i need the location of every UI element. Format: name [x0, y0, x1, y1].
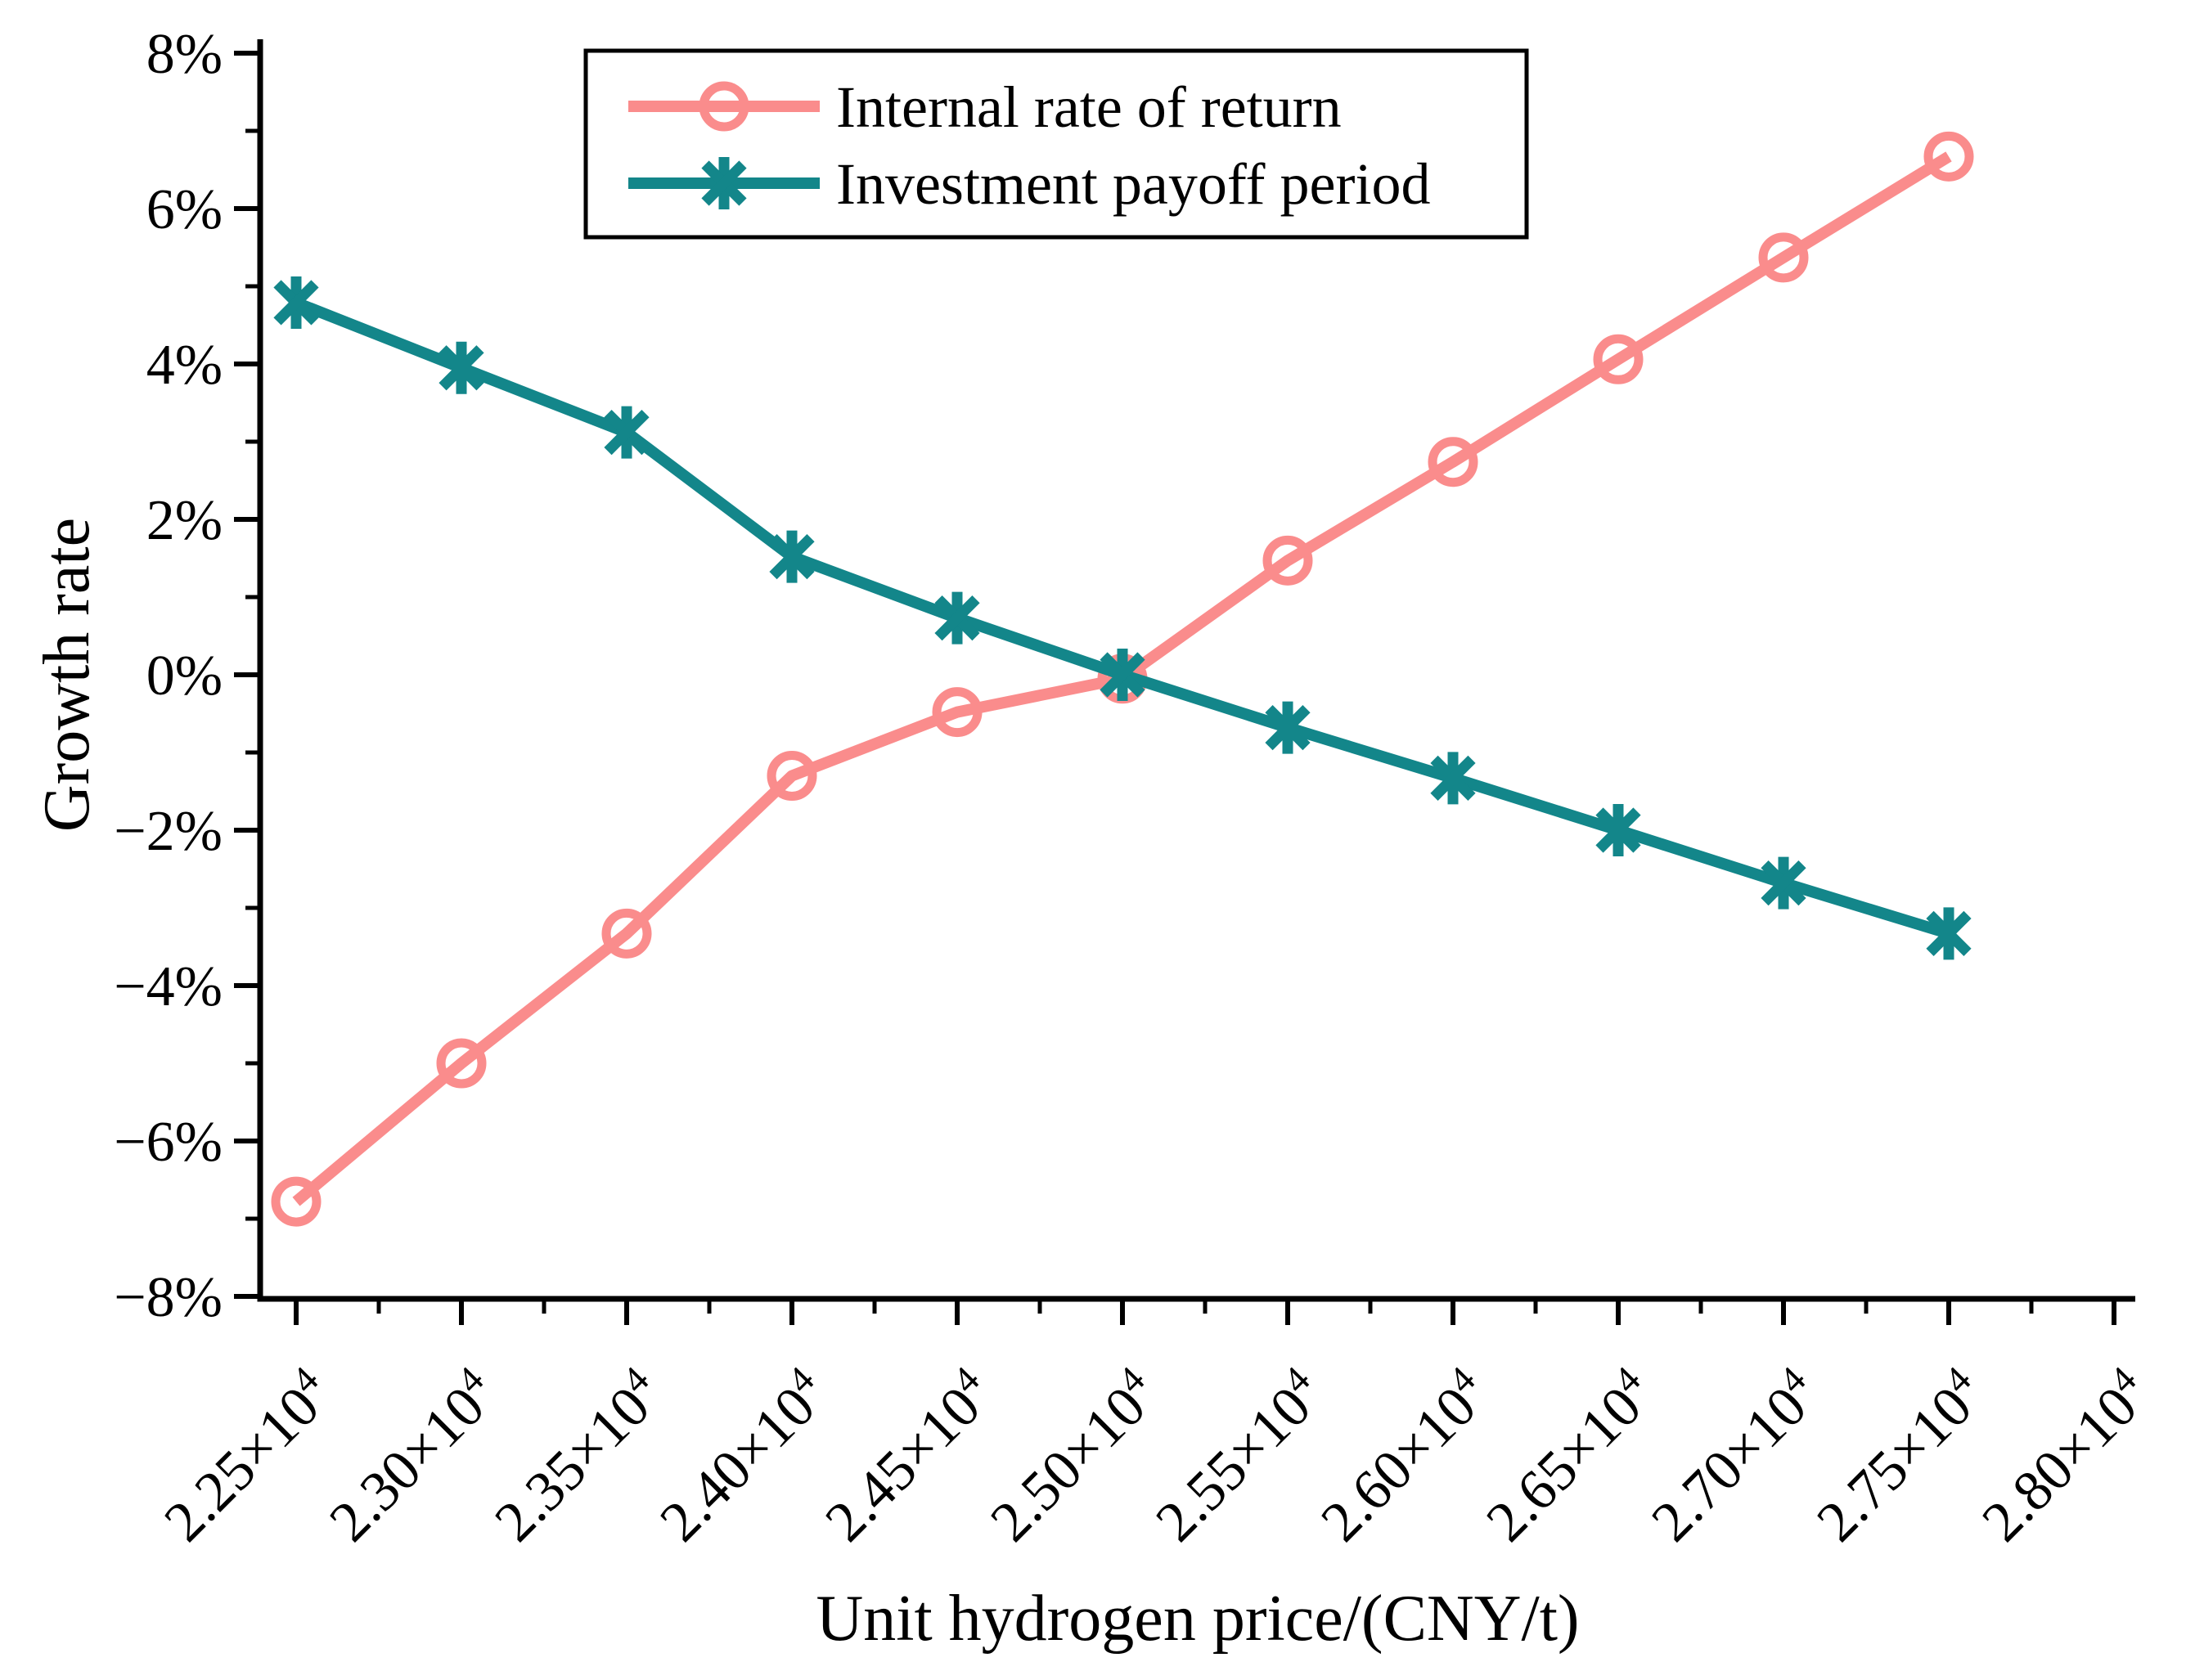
legend-item: Internal rate of return	[628, 74, 1342, 140]
circle-marker	[932, 687, 983, 738]
y-axis-ticks: 8% 6% 4% 2% 0% −2% −4% −6% −8%	[114, 23, 260, 1329]
circle-marker	[1593, 334, 1644, 384]
asterisk-spoke	[1926, 910, 1972, 956]
x-axis-title: Unit hydrogen price/(CNY/t)	[816, 1583, 1579, 1655]
circle-marker	[1758, 232, 1809, 283]
legend-label: Internal rate of return	[836, 74, 1342, 140]
y-tick-label: 0%	[146, 645, 223, 707]
series-investment-payoff-period	[273, 276, 1972, 960]
legend-label: Investment payoff period	[836, 151, 1430, 217]
asterisk-spoke	[1595, 807, 1641, 853]
circle-marker	[767, 751, 817, 801]
legend-box	[583, 48, 1529, 240]
circle-marker	[1923, 131, 1974, 182]
circle-marker	[601, 908, 652, 959]
y-tick-label: 2%	[146, 489, 223, 552]
y-axis-title: Growth rate	[31, 518, 103, 832]
asterisk-marker	[769, 530, 815, 583]
asterisk-marker	[1761, 856, 1806, 910]
asterisk-marker	[439, 341, 484, 394]
asterisk-marker	[701, 157, 747, 209]
y-tick-label: 8%	[146, 23, 223, 86]
legend-item: Investment payoff period	[628, 151, 1430, 217]
asterisk-marker	[934, 591, 980, 645]
y-tick-label: −8%	[114, 1266, 223, 1329]
y-tick-label: −2%	[114, 800, 223, 863]
asterisk-marker	[1926, 907, 1972, 960]
asterisk-spoke	[1100, 652, 1145, 698]
circle-marker	[699, 81, 749, 132]
y-tick-label: −4%	[114, 955, 223, 1018]
asterisk-spoke	[1761, 860, 1806, 906]
legend: Internal rate of return Investment payoff…	[583, 48, 1529, 240]
circle-marker	[1262, 535, 1313, 586]
asterisk-spoke	[769, 534, 815, 580]
circle-marker	[1428, 437, 1478, 487]
asterisk-spoke	[604, 410, 650, 456]
asterisk-marker	[1265, 701, 1311, 754]
asterisk-marker	[273, 276, 319, 329]
asterisk-marker	[1100, 649, 1145, 701]
asterisk-marker	[1595, 804, 1641, 856]
circle-marker	[271, 1176, 322, 1227]
y-tick-label: −6%	[114, 1111, 223, 1174]
circle-marker	[436, 1038, 487, 1089]
asterisk-spoke	[273, 280, 319, 326]
asterisk-spoke	[1430, 755, 1476, 801]
y-tick-label: 4%	[146, 334, 223, 397]
asterisk-spoke	[1265, 705, 1311, 751]
y-tick-label: 6%	[146, 178, 223, 241]
asterisk-spoke	[701, 160, 747, 206]
asterisk-spoke	[439, 345, 484, 391]
asterisk-spoke	[934, 595, 980, 641]
asterisk-marker	[1430, 752, 1476, 805]
asterisk-marker	[604, 406, 650, 459]
